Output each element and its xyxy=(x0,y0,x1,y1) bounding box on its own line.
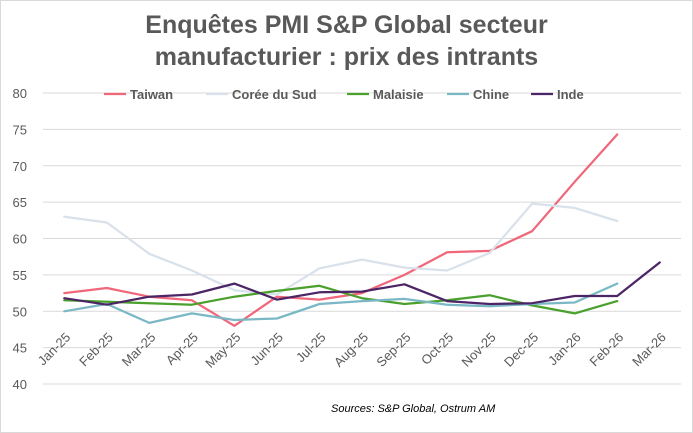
legend-label-coree-du-sud: Corée du Sud xyxy=(232,87,317,102)
legend-label-chine: Chine xyxy=(473,87,509,102)
series-line-coree-du-sud xyxy=(63,202,619,296)
gridlines xyxy=(43,92,681,385)
chart-title-line-1: Enquêtes PMI S&P Global secteur xyxy=(145,11,548,39)
x-tick-label-jan-26: Jan-26 xyxy=(545,330,584,369)
y-tick-label-70: 70 xyxy=(13,159,27,174)
x-tick-label-feb-26: Feb-26 xyxy=(587,330,627,370)
x-tick-label-feb-25: Feb-25 xyxy=(76,330,116,370)
x-tick-label-dec-25: Dec-25 xyxy=(501,330,541,370)
y-tick-label-45: 45 xyxy=(13,341,27,356)
y-tick-label-50: 50 xyxy=(13,304,27,319)
x-tick-label-apr-25: Apr-25 xyxy=(163,330,201,368)
y-tick-label-80: 80 xyxy=(13,86,27,101)
x-tick-label-jun-25: Jun-25 xyxy=(247,330,286,369)
x-tick-label-nov-25: Nov-25 xyxy=(458,330,498,370)
chart-title: Enquêtes PMI S&P Global secteur manufact… xyxy=(1,9,692,73)
legend-label-malaisie: Malaisie xyxy=(373,87,424,102)
y-tick-label-65: 65 xyxy=(13,195,27,210)
legend: Taiwan Corée du Sud Malaisie Chine Inde xyxy=(104,87,584,102)
legend-label-inde: Inde xyxy=(557,87,584,102)
series-line-inde xyxy=(63,261,661,306)
x-tick-label-aug-25: Aug-25 xyxy=(331,330,371,370)
x-tick-label-jan-25: Jan-25 xyxy=(35,330,74,369)
x-tick-label-sep-25: Sep-25 xyxy=(373,330,413,370)
x-tick-label-oct-25: Oct-25 xyxy=(418,330,456,368)
series-line-malaisie xyxy=(63,284,619,315)
series-lines xyxy=(63,133,661,327)
source-note: Sources: S&P Global, Ostrum AM xyxy=(331,403,496,415)
x-tick-label-mar-26: Mar-26 xyxy=(629,330,669,370)
y-tick-label-60: 60 xyxy=(13,232,27,247)
legend-label-taiwan: Taiwan xyxy=(130,87,173,102)
x-tick-label-may-25: May-25 xyxy=(202,330,243,371)
y-tick-label-40: 40 xyxy=(13,377,27,392)
x-tick-label-mar-25: Mar-25 xyxy=(119,330,159,370)
y-tick-label-55: 55 xyxy=(13,268,27,283)
y-tick-label-75: 75 xyxy=(13,122,27,137)
chart-title-line-2: manufacturier : prix des intrants xyxy=(154,43,539,71)
